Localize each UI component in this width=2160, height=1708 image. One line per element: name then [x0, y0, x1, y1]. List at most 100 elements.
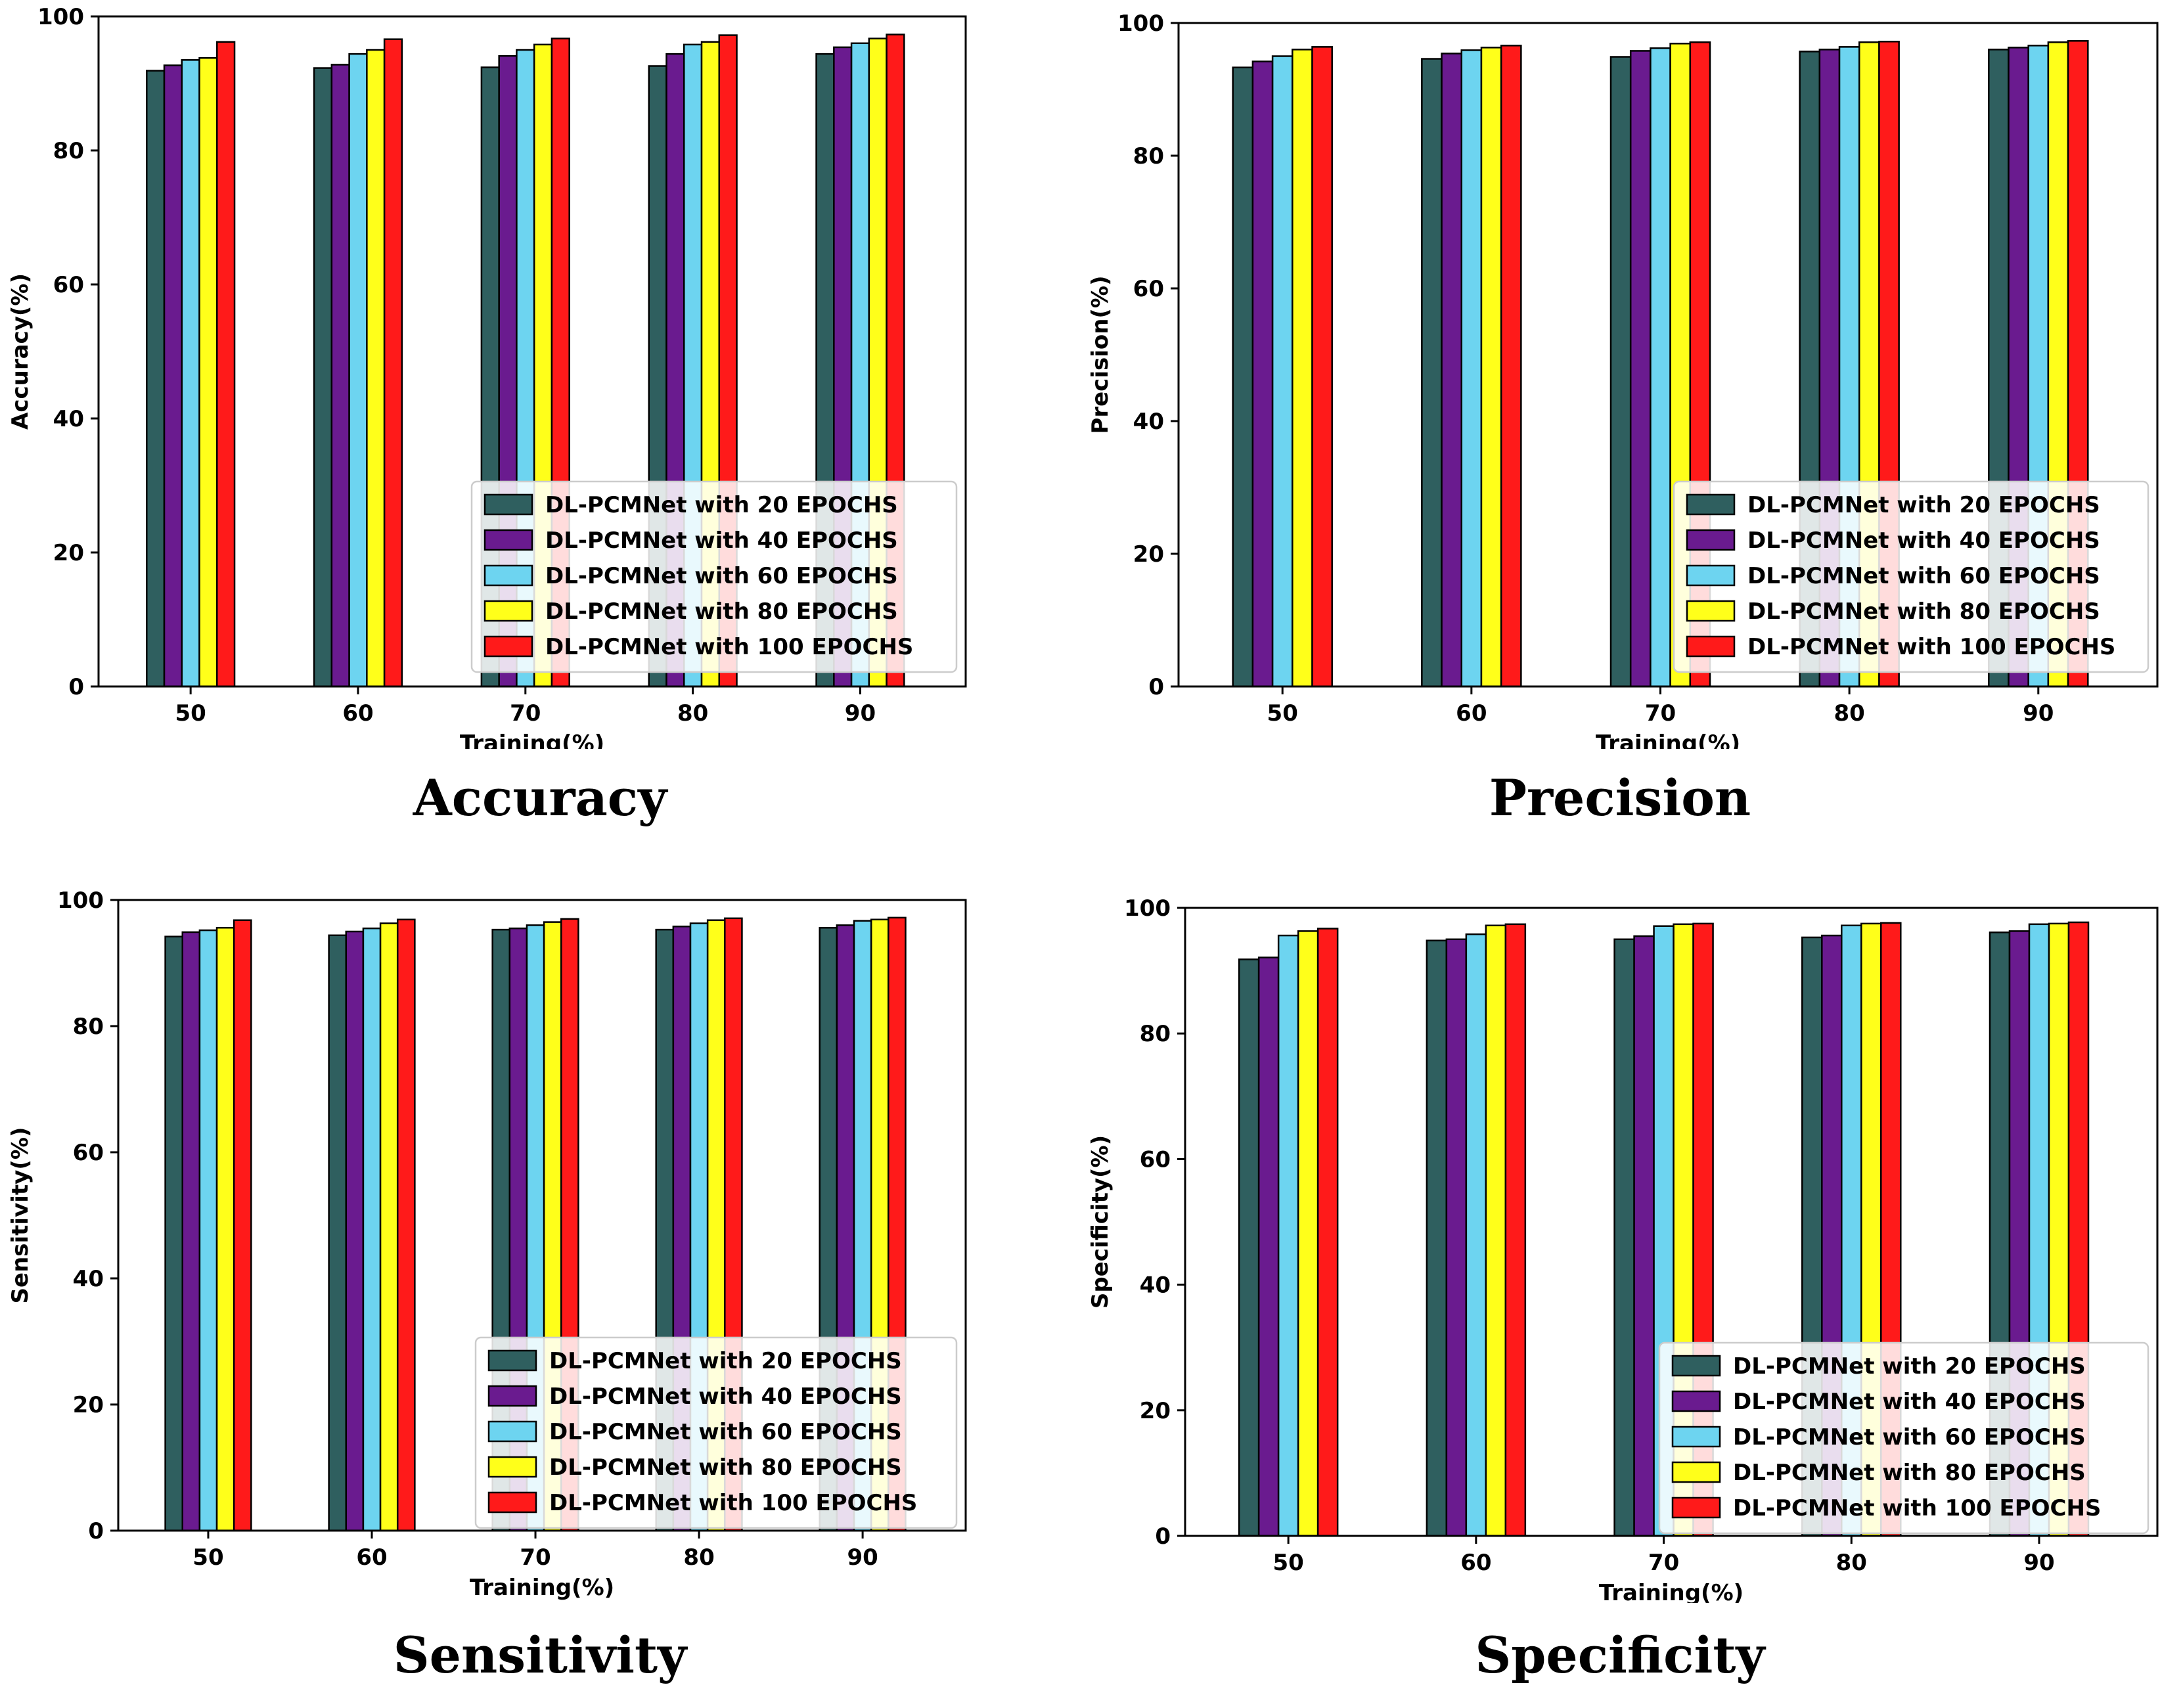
bar: [383, 38, 403, 688]
y-tick-label: 20: [1133, 541, 1164, 568]
y-tick-label: 60: [1133, 276, 1164, 302]
y-axis-label: Specificity(%): [1087, 1135, 1114, 1309]
y-tick-label: 40: [1133, 409, 1164, 435]
legend-label: DL-PCMNet with 80 EPOCHS: [549, 1454, 902, 1481]
bar: [1609, 56, 1632, 688]
x-tick-label: 50: [1272, 1550, 1303, 1576]
bar: [198, 929, 218, 1532]
legend-label: DL-PCMNet with 60 EPOCHS: [1747, 563, 2100, 589]
y-tick-label: 60: [73, 1140, 104, 1166]
bar: [1650, 47, 1671, 688]
bar: [379, 922, 399, 1532]
y-tick-label: 100: [1117, 11, 1164, 37]
bar: [313, 67, 333, 688]
sensitivity-panel: 0 20 40 60 80 100 50 60 70 80 90 Training(%) Sensiti…: [0, 854, 1080, 1708]
specificity-chart: 0 20 40 60 80 100 50 60 70 80 90 Training(%) Specifi…: [1087, 895, 2159, 1603]
bar: [345, 930, 365, 1532]
precision-caption: Precision: [1489, 769, 1751, 827]
bar: [1297, 930, 1319, 1537]
legend-label: DL-PCMNet with 40 EPOCHS: [1747, 528, 2100, 554]
bar: [362, 927, 382, 1532]
x-axis-label: Training(%): [460, 730, 604, 749]
bar: [146, 70, 166, 688]
y-tick-label: 100: [37, 4, 84, 30]
bar: [1629, 50, 1652, 688]
plot-frame: [97, 15, 967, 688]
legend-swatch: [1671, 1390, 1721, 1412]
precision-chart: 0 20 40 60 80 100 50 60 70 80 90 Training(%) Precisi…: [1087, 11, 2159, 749]
bar: [1465, 933, 1487, 1537]
legend-swatch: [484, 635, 533, 658]
bar: [1232, 66, 1254, 688]
x-axis-label: Training(%): [470, 1575, 614, 1601]
y-tick-label: 100: [57, 888, 104, 914]
legend-swatch: [1686, 635, 1736, 658]
y-tick-label: 20: [1140, 1398, 1171, 1424]
x-tick-label: 70: [510, 700, 541, 727]
y-tick-label: 20: [53, 540, 84, 566]
bar: [181, 931, 201, 1532]
y-tick-label: 80: [1140, 1021, 1171, 1047]
legend: [470, 480, 958, 673]
legend-swatch: [487, 1349, 537, 1372]
legend: [1658, 1341, 2149, 1535]
x-tick-label: 70: [520, 1544, 551, 1571]
bar: [396, 918, 416, 1532]
accuracy-chart: 0 20 40 60 80 100 50 60 70 80 90 Training(%) Accurac…: [7, 4, 967, 749]
x-tick-label: 90: [2023, 700, 2054, 727]
bar: [216, 41, 236, 688]
x-tick-label: 50: [192, 1544, 223, 1571]
x-tick-label: 80: [1836, 1550, 1867, 1576]
bar: [1257, 956, 1280, 1537]
bar: [1500, 45, 1522, 688]
y-tick-label: 20: [73, 1392, 104, 1418]
bar: [366, 49, 386, 688]
y-tick-label: 60: [53, 272, 84, 298]
legend-swatch: [1671, 1426, 1721, 1448]
bar: [163, 64, 183, 688]
bar: [164, 935, 183, 1532]
x-tick-label: 50: [175, 700, 206, 727]
legend-swatch: [487, 1491, 537, 1514]
legend-swatch: [1671, 1355, 1721, 1377]
specificity-caption: Specificity: [1475, 1626, 1765, 1684]
precision-panel: 0 20 40 60 80 100 50 60 70 80 90 Training(%) Precisi…: [1080, 0, 2160, 854]
x-tick-label: 70: [1645, 700, 1676, 727]
legend-swatch: [1671, 1496, 1721, 1519]
y-tick-label: 0: [88, 1518, 104, 1544]
legend-label: DL-PCMNet with 60 EPOCHS: [1733, 1424, 2086, 1450]
bar: [215, 926, 235, 1532]
bar: [1238, 958, 1260, 1537]
bar: [1292, 49, 1313, 688]
legend-label: DL-PCMNet with 80 EPOCHS: [545, 598, 898, 625]
y-tick-label: 0: [1148, 674, 1164, 700]
bar: [1311, 46, 1333, 688]
legend-label: DL-PCMNet with 40 EPOCHS: [545, 528, 898, 554]
legend-swatch: [1686, 529, 1736, 551]
bar: [1445, 938, 1468, 1537]
y-axis-label: Sensitivity(%): [7, 1127, 34, 1304]
x-tick-label: 90: [847, 1544, 878, 1571]
x-tick-label: 70: [1648, 1550, 1679, 1576]
bar: [181, 59, 200, 688]
x-tick-label: 80: [1834, 700, 1864, 727]
x-tick-label: 80: [677, 700, 708, 727]
y-tick-label: 80: [53, 138, 84, 164]
bar: [330, 64, 350, 688]
bar: [1613, 938, 1635, 1537]
bar: [233, 919, 252, 1532]
legend-label: DL-PCMNet with 80 EPOCHS: [1747, 598, 2100, 625]
accuracy-caption: Accuracy: [413, 769, 667, 827]
legend-label: DL-PCMNet with 20 EPOCHS: [1747, 492, 2100, 518]
bar: [1271, 55, 1294, 688]
legend-swatch: [484, 493, 533, 516]
y-tick-label: 60: [1140, 1146, 1171, 1173]
legend-label: DL-PCMNet with 100 EPOCHS: [1733, 1495, 2101, 1521]
legend-label: DL-PCMNet with 100 EPOCHS: [549, 1490, 917, 1516]
legend-label: DL-PCMNet with 80 EPOCHS: [1733, 1460, 2086, 1486]
legend-swatch: [487, 1420, 537, 1443]
sensitivity-caption: Sensitivity: [393, 1626, 687, 1684]
bar: [1633, 935, 1655, 1537]
bar: [1421, 58, 1443, 688]
bar: [1504, 923, 1527, 1537]
